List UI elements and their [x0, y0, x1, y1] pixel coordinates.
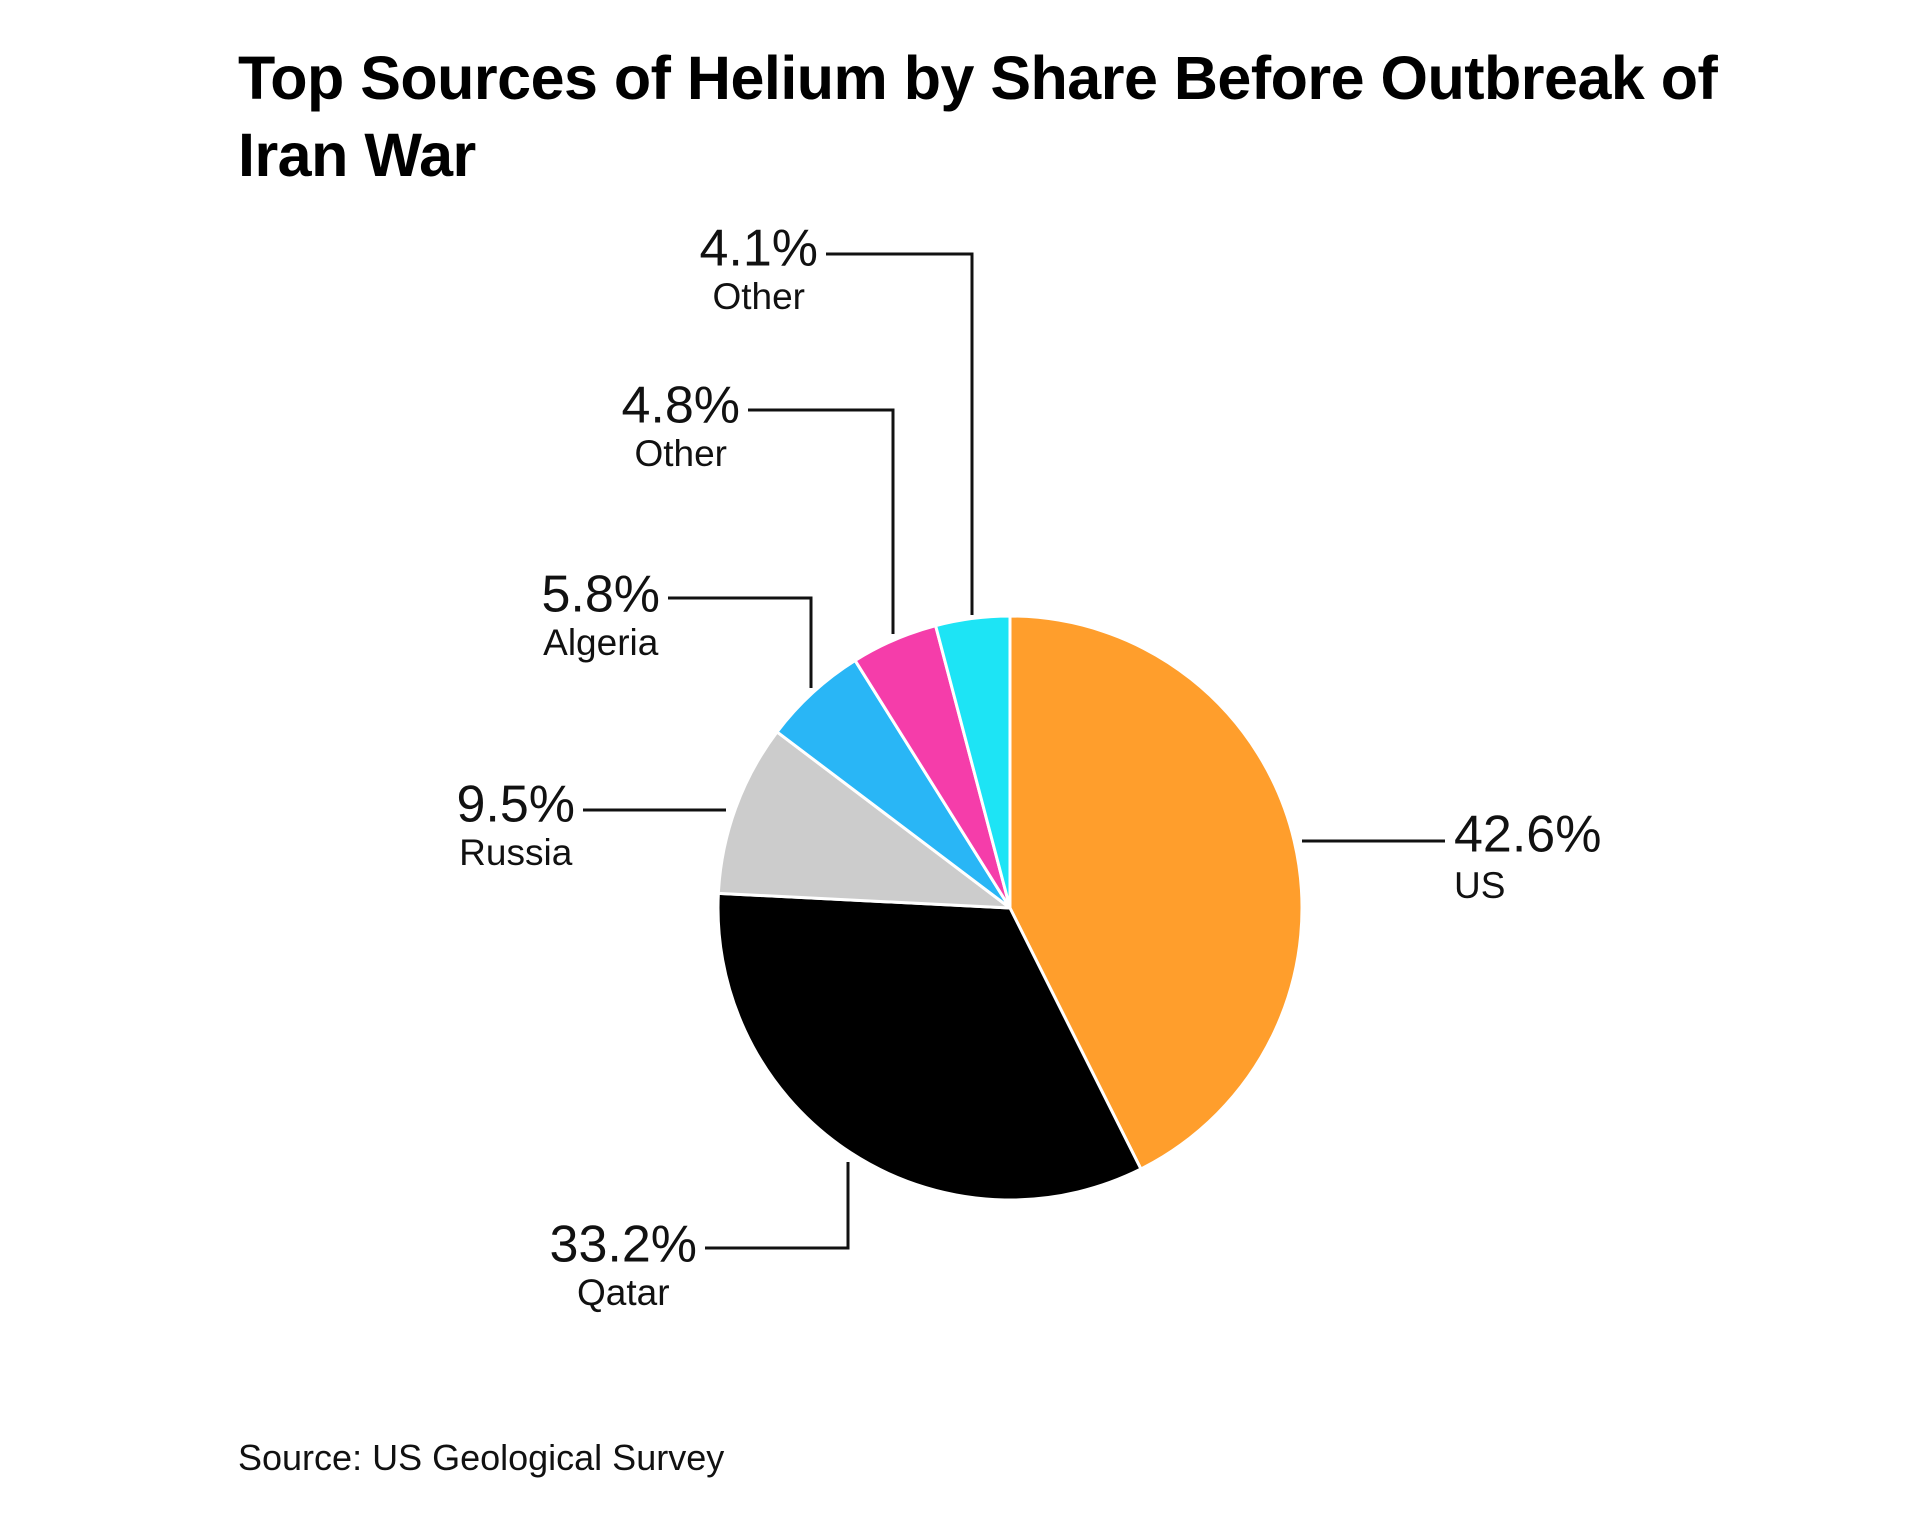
slice-value-label-qatar-1: 33.2%: [550, 1216, 697, 1274]
slice-value-label-algeria-3: 5.8%: [541, 566, 660, 624]
slice-value-label-other-4: 4.8%: [621, 377, 740, 435]
leader-line-qatar-1: [705, 1162, 850, 1250]
slice-value-label-us-0: 42.6%: [1454, 806, 1601, 864]
slice-category-label-algeria-3: Algeria: [543, 622, 659, 663]
leader-line-other-4: [748, 408, 895, 634]
pie-slice-us-0: [1008, 614, 1304, 1171]
source-note: Source: US Geological Survey: [238, 1437, 725, 1478]
leader-lines: [583, 252, 1445, 1250]
pie-slice-other-5: [934, 614, 1012, 910]
pie-slices: [716, 614, 1304, 1202]
slice-category-label-other-5: Other: [712, 276, 805, 317]
slice-category-label-russia-2: Russia: [459, 832, 573, 873]
slice-category-label-other-4: Other: [634, 433, 727, 474]
slice-category-label-us-0: US: [1454, 865, 1505, 906]
leader-line-algeria-3: [668, 596, 813, 688]
slice-category-label-qatar-1: Qatar: [577, 1272, 670, 1313]
slice-labels: 42.6%US 33.2%Qatar 9.5%Russia 5.8%Algeria 4.…: [456, 220, 1601, 1313]
pie-slice-qatar-1: [716, 891, 1143, 1202]
slice-value-label-russia-2: 9.5%: [456, 776, 575, 834]
slice-value-label-other-5: 4.1%: [699, 220, 818, 278]
chart-title: Top Sources of Helium by Share Before Ou…: [238, 44, 1718, 189]
pie-slice-russia-2: [716, 730, 1012, 910]
leader-line-other-5: [826, 252, 974, 615]
